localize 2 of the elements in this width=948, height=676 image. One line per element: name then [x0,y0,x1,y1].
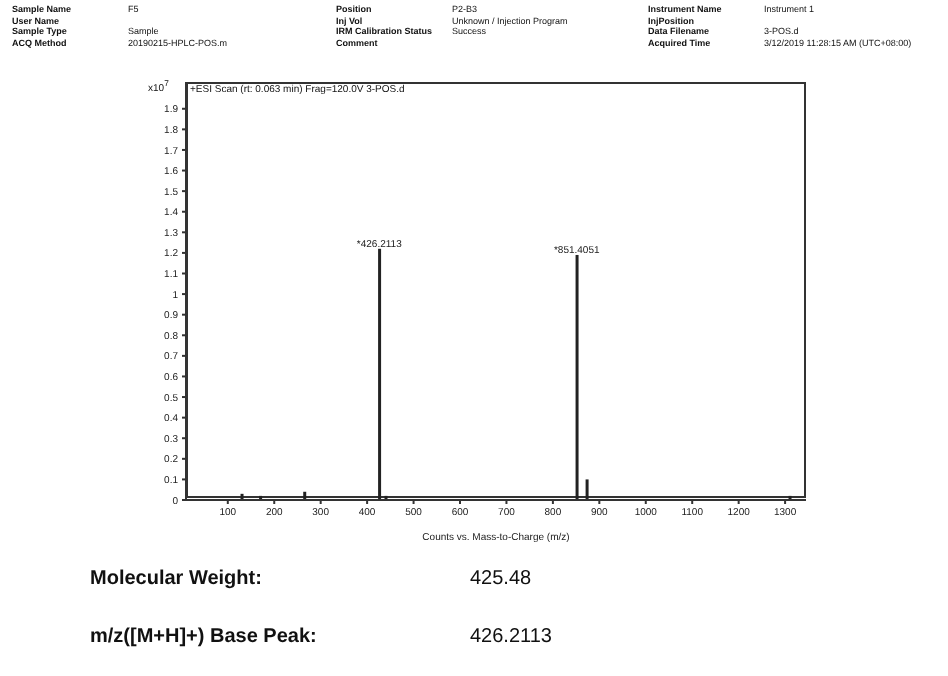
text: Molecular Weight: 425.48 [90,568,532,590]
text: m/z([M+H]+) Base Peak: 426.2113 [90,625,552,647]
